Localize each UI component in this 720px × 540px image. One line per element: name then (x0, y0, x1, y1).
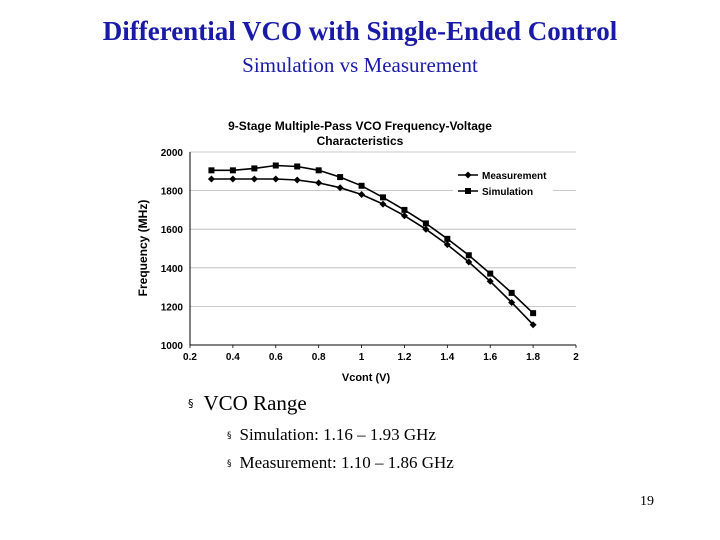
measurement-data-point (336, 184, 344, 192)
measurement-data-point (207, 175, 215, 183)
x-tick-label: 2 (573, 352, 579, 363)
bullet-icon: § (227, 459, 232, 469)
y-tick-label: 1600 (161, 225, 184, 236)
measurement-data-point (422, 225, 430, 233)
x-tick-label: 0.2 (183, 352, 197, 363)
measurement-data-point (508, 299, 516, 307)
measurement-data-point (379, 200, 387, 208)
measurement-series-line (211, 178, 534, 326)
chart-title-line-2: Characteristics (317, 134, 404, 148)
x-tick-label: 1.4 (440, 352, 454, 363)
x-tick-label: 0.8 (312, 352, 326, 363)
measurement-data-point (358, 190, 366, 198)
y-tick-label: 2000 (161, 148, 184, 159)
chart-svg: 9-Stage Multiple-Pass VCO Frequency-Volt… (136, 119, 579, 384)
simulation-data-point (380, 194, 386, 201)
sub-bullet-simulation: § Simulation: 1.16 – 1.93 GHz (227, 425, 436, 445)
x-tick-label: 0.6 (269, 352, 283, 363)
bullet-icon: § (227, 431, 232, 441)
simulation-data-point (422, 220, 429, 227)
sub-bullet-measurement: § Measurement: 1.10 – 1.86 GHz (227, 453, 454, 473)
x-tick-label: 1.2 (397, 352, 411, 363)
bullet-icon: § (188, 397, 194, 410)
x-tick-label: 1.8 (526, 352, 540, 363)
y-tick-label: 1200 (161, 302, 184, 313)
measurement-data-point (315, 179, 323, 187)
sub-bullet-text: Measurement: 1.10 – 1.86 GHz (239, 453, 454, 472)
measurement-data-point (400, 212, 408, 220)
simulation-data-point (508, 289, 515, 296)
sub-bullet-text: Simulation: 1.16 – 1.93 GHz (239, 425, 436, 444)
simulation-data-point (444, 235, 451, 242)
simulation-data-point (530, 310, 537, 317)
y-tick-label: 1000 (161, 341, 184, 352)
measurement-data-point (443, 241, 451, 249)
legend-measurement-marker (464, 171, 472, 179)
simulation-data-point (465, 252, 472, 259)
y-tick-label: 1800 (161, 187, 184, 198)
chart: 9-Stage Multiple-Pass VCO Frequency-Volt… (128, 107, 598, 387)
x-tick-label: 1 (359, 352, 365, 363)
slide-title: Differential VCO with Single-Ended Contr… (102, 16, 618, 46)
x-tick-label: 1.6 (483, 352, 497, 363)
simulation-data-point (358, 182, 365, 189)
simulation-series-line (211, 164, 534, 314)
x-tick-label: 0.4 (226, 352, 240, 363)
simulation-data-point (251, 165, 258, 172)
page-number: 19 (640, 494, 654, 509)
measurement-data-point (529, 321, 537, 329)
measurement-data-point (486, 277, 494, 285)
simulation-data-point (337, 174, 344, 181)
bullet-text: VCO Range (203, 391, 307, 415)
bullet-vco-range: § VCO Range (188, 391, 307, 416)
x-axis-label: Vcont (V) (342, 372, 391, 384)
y-axis-label: Frequency (MHz) (136, 200, 150, 297)
simulation-data-point (487, 270, 494, 277)
chart-legend: Measurement Simulation (453, 165, 553, 198)
measurement-data-point (465, 258, 473, 266)
slide-subtitle: Simulation vs Measurement (242, 53, 478, 77)
simulation-data-point (229, 167, 236, 174)
simulation-data-point (272, 162, 279, 169)
measurement-data-point (293, 176, 301, 184)
simulation-data-point (208, 167, 215, 174)
measurement-data-point (250, 175, 258, 183)
chart-title-line-1: 9-Stage Multiple-Pass VCO Frequency-Volt… (228, 119, 492, 133)
simulation-data-point (401, 206, 408, 213)
legend-simulation-label: Simulation (482, 187, 533, 198)
y-tick-label: 1400 (161, 264, 184, 275)
legend-measurement-label: Measurement (482, 171, 547, 182)
measurement-data-point (229, 175, 237, 183)
simulation-data-point (315, 167, 322, 174)
measurement-data-point (272, 175, 280, 183)
simulation-data-point (294, 163, 301, 170)
legend-simulation-marker (465, 188, 471, 194)
